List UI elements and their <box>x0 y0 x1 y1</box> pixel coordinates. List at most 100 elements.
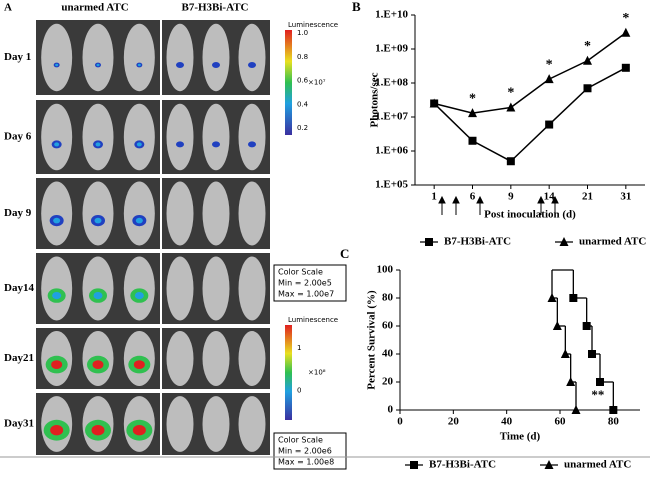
signal-core <box>133 360 145 369</box>
color-scale-text: Color Scale <box>278 436 323 445</box>
colorbar-tick: 0.2 <box>297 124 308 132</box>
signal-core <box>92 360 104 369</box>
column-header: unarmed ATC <box>61 2 128 14</box>
signal-core <box>132 425 146 436</box>
marker <box>566 377 576 386</box>
signal-core <box>51 360 63 369</box>
row-label: Day 6 <box>4 131 32 143</box>
legend-label: B7-H3Bi-ATC <box>444 236 511 248</box>
marker <box>468 136 477 145</box>
marker <box>544 74 554 84</box>
signal-core <box>135 217 143 224</box>
mouse <box>166 256 194 321</box>
significance: * <box>469 91 476 106</box>
mouse <box>202 256 230 321</box>
legend-label: unarmed ATC <box>564 459 631 471</box>
column-header: B7-H3Bi-ATC <box>181 2 248 14</box>
colorbar-unit: ×10⁸ <box>308 369 326 377</box>
annotation: ** <box>591 387 604 402</box>
mouse <box>41 103 73 171</box>
x-tick-label: 60 <box>555 416 567 428</box>
colorbar-title: Luminescence <box>288 21 338 29</box>
marker <box>560 349 570 358</box>
marker <box>506 157 515 166</box>
x-tick-label: 1 <box>431 191 437 203</box>
signal-core <box>91 425 105 436</box>
x-tick-label: 20 <box>448 416 460 428</box>
signal <box>248 141 256 148</box>
mouse <box>202 181 230 246</box>
marker <box>582 322 591 330</box>
y-tick-label: 1.E+05 <box>375 179 408 191</box>
x-tick-label: 80 <box>608 416 620 428</box>
mouse <box>238 331 266 386</box>
x-tick-label: 9 <box>508 191 514 203</box>
row-label: Day21 <box>4 352 34 364</box>
y-tick-label: 80 <box>382 292 394 304</box>
mouse <box>238 103 266 171</box>
treatment-arrows <box>438 195 559 215</box>
colorbar-tick: 0.6 <box>297 77 309 85</box>
y-tick-label: 1.E+06 <box>375 145 408 157</box>
y-tick-label: 1.E+10 <box>375 9 408 21</box>
significance: * <box>622 11 629 26</box>
x-tick-label: 6 <box>470 191 476 203</box>
mouse <box>166 396 194 452</box>
signal-core <box>95 142 101 147</box>
charts: B 1.E+05 1.E+06 1.E+07 1.E+08 1.E+09 1.E+10 Pho… <box>340 0 646 471</box>
mouse <box>202 396 230 452</box>
signal-core <box>96 63 100 67</box>
colorbar-tick: 1 <box>297 344 301 352</box>
signal-core <box>52 292 62 300</box>
colorbar-title: Luminescence <box>288 316 338 324</box>
y-tick-label: 1.E+09 <box>375 43 408 55</box>
signal-core <box>93 292 103 300</box>
signal-core <box>55 63 59 67</box>
color-scale-text: Color Scale <box>278 268 323 277</box>
x-tick-label: 21 <box>582 191 593 203</box>
marker <box>583 55 592 65</box>
marker <box>429 98 439 108</box>
color-scale-box <box>273 264 347 302</box>
mouse <box>123 23 155 92</box>
color-scale-text: Min = 2.00e6 <box>278 447 332 456</box>
signal-core <box>53 217 61 224</box>
y-tick-label: 0 <box>388 404 394 416</box>
mouse <box>123 181 155 246</box>
colorbar-tick: 0 <box>297 387 301 395</box>
mouse <box>82 181 114 246</box>
significance: * <box>507 86 514 101</box>
marker <box>552 321 562 330</box>
marker <box>571 405 581 414</box>
colorbar-tick: 0.8 <box>297 53 308 61</box>
significance: * <box>546 57 553 72</box>
mouse <box>238 256 266 321</box>
mouse <box>238 181 266 246</box>
y-tick-label: 40 <box>382 348 394 360</box>
mouse <box>166 181 194 246</box>
mouse <box>166 23 194 92</box>
marker <box>621 27 631 37</box>
mouse <box>238 396 266 452</box>
panel-label: A <box>4 2 12 14</box>
colorbar-unit: ×10⁷ <box>308 79 326 87</box>
x-tick-label: 31 <box>620 191 631 203</box>
marker <box>544 460 554 469</box>
marker <box>468 108 477 118</box>
mouse <box>202 23 230 92</box>
colorbar-tick: 0.4 <box>297 100 309 108</box>
signal <box>212 62 220 68</box>
x-tick-label: 14 <box>544 191 556 203</box>
color-scale-text: Max = 1.00e8 <box>278 458 334 467</box>
color-scale-box <box>273 432 347 470</box>
colorbar <box>285 30 292 135</box>
series-line <box>433 32 627 114</box>
panel-label: B <box>352 0 361 14</box>
marker <box>547 293 557 302</box>
color-scale-text: Max = 1.00e7 <box>278 290 334 299</box>
row-label: Day14 <box>4 282 34 294</box>
significance: * <box>584 39 591 54</box>
marker <box>588 350 596 358</box>
signal <box>176 141 184 148</box>
